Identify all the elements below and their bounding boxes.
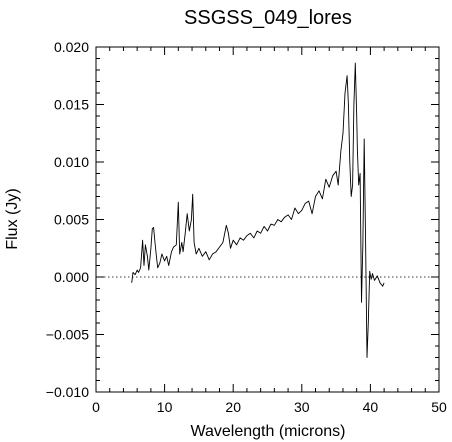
x-tick-label: 20 bbox=[225, 399, 241, 415]
flux-series-line bbox=[131, 62, 385, 358]
x-tick-label: 10 bbox=[157, 399, 173, 415]
y-tick-label: −0.010 bbox=[46, 384, 89, 400]
chart-title: SSGSS_049_lores bbox=[184, 7, 352, 29]
x-tick-label: 50 bbox=[431, 399, 447, 415]
y-tick-label: 0.005 bbox=[54, 212, 89, 228]
plot-frame bbox=[95, 46, 440, 393]
y-tick-label: 0.000 bbox=[54, 269, 89, 285]
y-tick-label: 0.015 bbox=[54, 97, 89, 113]
y-tick-label: 0.020 bbox=[54, 39, 89, 55]
x-tick-labels: 0 10 20 30 40 50 bbox=[92, 399, 447, 415]
x-tick-label: 0 bbox=[92, 399, 100, 415]
y-axis-label: Flux (Jy) bbox=[4, 188, 21, 249]
y-tick-labels: −0.010 −0.005 0.000 0.005 0.010 0.015 0.020 bbox=[46, 39, 89, 400]
x-tick-label: 30 bbox=[294, 399, 310, 415]
x-axis-label: Wavelength (microns) bbox=[190, 423, 345, 440]
y-tick-label: 0.010 bbox=[54, 154, 89, 170]
x-tick-label: 40 bbox=[363, 399, 379, 415]
axis-ticks bbox=[95, 46, 440, 393]
y-tick-label: −0.005 bbox=[46, 327, 89, 343]
